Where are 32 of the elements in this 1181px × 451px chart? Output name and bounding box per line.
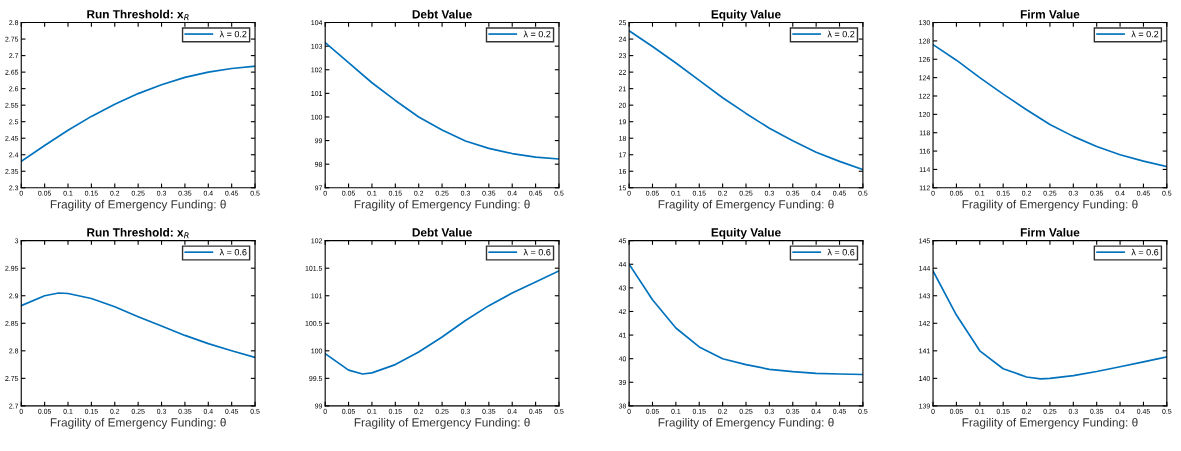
x-axis-title: Fragility of Emergency Funding: θ (658, 417, 834, 429)
legend-label: λ = 0.2 (827, 30, 855, 38)
legend-label: λ = 0.6 (219, 248, 247, 256)
legend-label: λ = 0.6 (1131, 248, 1159, 256)
line-series (629, 263, 863, 376)
legend-label: λ = 0.6 (523, 248, 551, 256)
x-axis-title: Fragility of Emergency Funding: θ (50, 199, 226, 211)
chart-title: Equity Value (711, 9, 781, 21)
chart-title: Equity Value (711, 227, 781, 239)
legend-label: λ = 0.6 (827, 248, 855, 256)
chart-title: Debt Value (412, 9, 472, 19)
chart-title: Debt Value (412, 227, 472, 237)
line-series (21, 65, 256, 163)
legend-label: λ = 0.2 (219, 30, 247, 38)
line-series (21, 292, 256, 359)
line-series (933, 43, 1167, 168)
chart-title: Firm Value (1020, 9, 1080, 19)
chart-title: Run Threshold: x$_{R}$ (87, 9, 189, 21)
line-series (325, 270, 559, 375)
chart-title: Firm Value (1020, 227, 1080, 237)
x-axis-title: Fragility of Emergency Funding: θ (658, 199, 834, 211)
line-series (325, 41, 559, 160)
x-axis-title: Fragility of Emergency Funding: θ (50, 417, 226, 429)
line-series (629, 29, 863, 171)
legend-label: λ = 0.2 (1131, 30, 1159, 38)
x-axis-title: Fragility of Emergency Funding: θ (354, 417, 530, 429)
x-axis-title: Fragility of Emergency Funding: θ (354, 199, 530, 211)
line-series (933, 270, 1167, 380)
x-axis-title: Fragility of Emergency Funding: θ (962, 199, 1138, 211)
chart-title: Run Threshold: x$_{R}$ (87, 227, 189, 239)
legend-label: λ = 0.2 (523, 30, 551, 38)
x-axis-title: Fragility of Emergency Funding: θ (962, 417, 1138, 429)
